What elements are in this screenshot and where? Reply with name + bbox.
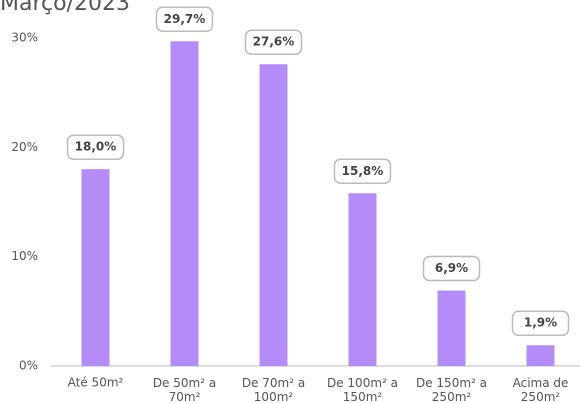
y-tick-label: 0% <box>19 359 38 373</box>
chart-title: Março/2023 <box>0 0 130 16</box>
bar <box>526 345 555 366</box>
value-label-box <box>244 29 303 55</box>
value-label-box <box>66 134 125 160</box>
value-label: 6,9% <box>435 261 468 275</box>
value-label-box <box>511 310 570 336</box>
y-tick-label: 20% <box>11 140 38 154</box>
value-label-box <box>333 158 392 185</box>
bar <box>259 64 288 367</box>
x-tick-label: De 70m² a 100m² <box>242 376 305 403</box>
value-label: 15,8% <box>342 164 384 178</box>
x-tick-label: De 50m² a 70m² <box>153 376 216 403</box>
bar <box>437 290 466 366</box>
x-tick-label: Até 50m² <box>68 376 124 390</box>
bar <box>348 193 377 366</box>
value-label-box <box>422 255 481 282</box>
x-tick-label: De 150m² a 250m² <box>416 376 487 403</box>
value-label-box <box>155 6 214 33</box>
value-label: 29,7% <box>164 12 206 26</box>
x-tick-label: Acima de 250m² <box>513 376 569 403</box>
bar <box>170 41 199 366</box>
value-label: 27,6% <box>253 35 295 49</box>
value-label: 18,0% <box>75 140 117 154</box>
x-tick-label: De 100m² a 150m² <box>327 376 398 403</box>
y-tick-label: 30% <box>11 31 38 45</box>
bar <box>81 169 110 366</box>
y-tick-label: 10% <box>11 249 38 263</box>
value-label: 1,9% <box>524 316 557 330</box>
